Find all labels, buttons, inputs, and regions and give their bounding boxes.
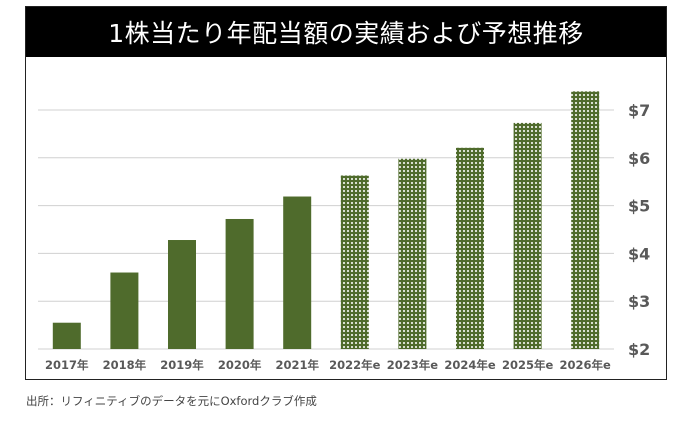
x-tick-label: 2019年: [160, 358, 204, 372]
chart-frame: 1株当たり年配当額の実績および予想推移 $2 $3 $4 $5 $6 $7 2017年 20…: [25, 6, 667, 380]
source-note: 出所：リフィニティブのデータを元にOxfordクラブ作成: [26, 394, 317, 408]
bar-actual: [283, 196, 312, 349]
x-tick-label: 2020年: [218, 358, 262, 372]
y-tick-label: $6: [628, 149, 650, 168]
bar-estimate: [340, 175, 369, 349]
y-tick-label: $2: [628, 340, 650, 359]
x-tick-label: 2025年e: [502, 358, 554, 372]
x-axis: 2017年 2018年 2019年 2020年 2021年 2022年e 2023年e 202…: [45, 358, 611, 372]
y-tick-label: $4: [628, 244, 650, 263]
y-tick-label: $3: [628, 292, 650, 311]
x-tick-label: 2021年: [275, 358, 319, 372]
y-tick-label: $7: [628, 101, 650, 120]
x-tick-label: 2024年e: [444, 358, 496, 372]
bar-estimate: [398, 158, 427, 349]
bar-estimate: [571, 91, 600, 349]
y-tick-label: $5: [628, 197, 650, 216]
x-tick-label: 2026年e: [560, 358, 612, 372]
x-tick-label: 2022年e: [329, 358, 381, 372]
x-tick-label: 2023年e: [387, 358, 439, 372]
bar-actual: [225, 218, 254, 349]
bar-actual: [168, 240, 196, 349]
bar-actual: [52, 322, 81, 349]
x-tick-label: 2018年: [103, 358, 147, 372]
bars: [52, 91, 600, 349]
chart-title: 1株当たり年配当額の実績および予想推移: [26, 7, 666, 57]
bar-chart: $2$3$4$5$6$7 2017年 2018年 2019年 2020年 2021年 20…: [38, 91, 650, 372]
x-tick-label: 2017年: [45, 358, 89, 372]
y-axis: $2 $3 $4 $5 $6 $7: [628, 101, 650, 359]
bar-estimate: [513, 122, 542, 349]
bar-actual: [110, 272, 139, 349]
bar-estimate: [456, 147, 484, 349]
